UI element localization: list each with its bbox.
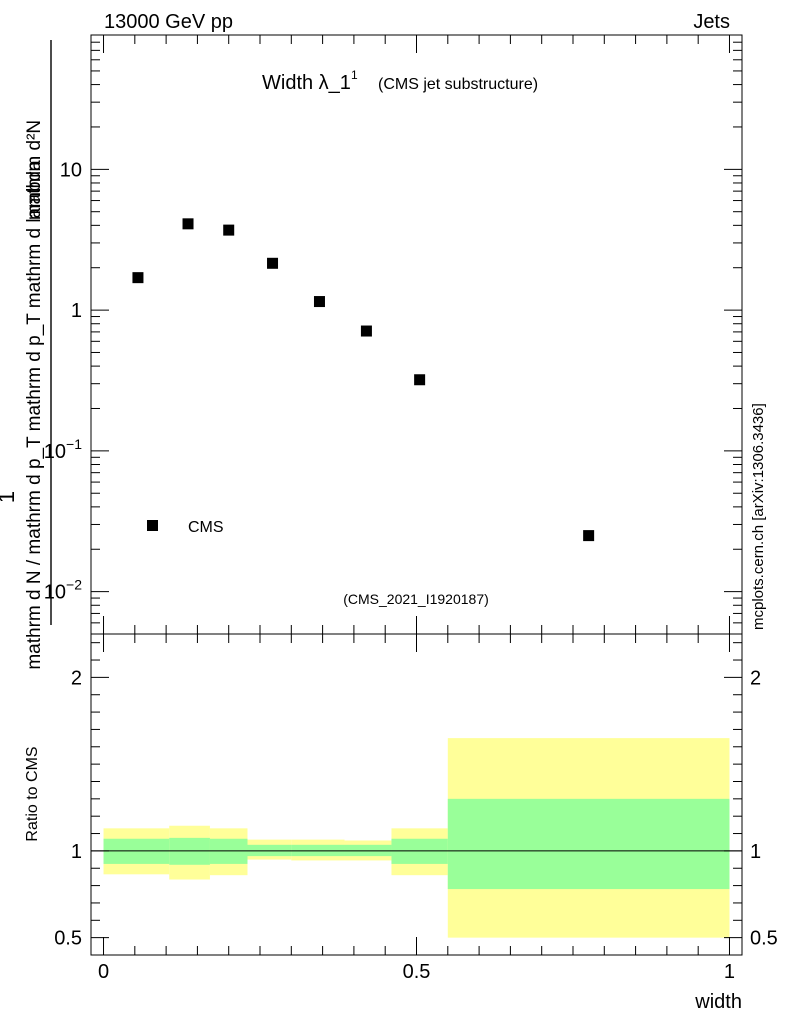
y-tick-label: 10−1 <box>44 436 82 463</box>
data-point <box>132 272 144 284</box>
stat-uncertainty-band <box>447 798 730 890</box>
x-tick-label: 0.5 <box>403 961 431 983</box>
ratio-uncertainty-bands <box>103 738 730 938</box>
y-tick-label: 10 <box>60 159 82 181</box>
y-label-one: 1 <box>0 491 19 503</box>
header-process: Jets <box>693 11 730 33</box>
chart-title: Width λ_11 <box>262 68 358 94</box>
analysis-watermark: (CMS_2021_I1920187) <box>343 591 489 607</box>
ratio-y-tick-label: 2 <box>71 667 82 689</box>
ratio-plot-panel: 2 2 1 1 0.5 0.5 0 0.5 1 Ratio to CMS width <box>24 633 778 1013</box>
side-note: mcplots.cern.ch [arXiv:1306.3436] <box>750 403 767 630</box>
legend-marker <box>147 520 158 531</box>
legend-label: CMS <box>188 519 224 536</box>
data-point <box>223 224 235 236</box>
x-tick-label: 0 <box>98 961 109 983</box>
data-point <box>267 257 279 269</box>
y-tick-label: 1 <box>71 300 82 322</box>
ratio-y-tick-label-right: 2 <box>750 667 761 689</box>
ratio-y-tick-label-right: 1 <box>750 841 761 863</box>
main-plot-panel: 10 1 10−1 10−2 Width λ_11 (CMS jet substruc… <box>44 34 743 635</box>
data-point <box>414 374 426 386</box>
chart-subtitle: (CMS jet substructure) <box>378 76 538 93</box>
main-y-axis-label: mathrm d²N 1 mathrm d N / mathrm d p_T m… <box>0 40 52 670</box>
chart-title-superscript: 1 <box>351 68 358 82</box>
header-energy: 13000 GeV pp <box>104 11 233 33</box>
data-point <box>360 325 372 337</box>
main-plot-frame <box>90 34 743 635</box>
ratio-y-tick-label-right: 0.5 <box>750 928 778 950</box>
ratio-y-tick-label: 1 <box>71 841 82 863</box>
ratio-y-label: Ratio to CMS <box>24 746 41 841</box>
x-tick-label: 1 <box>724 961 735 983</box>
y-label-numerator: mathrm d²N <box>24 120 45 220</box>
y-tick-label: 10−2 <box>44 577 82 604</box>
x-axis-label: width <box>694 991 742 1013</box>
data-point <box>583 530 595 542</box>
data-point <box>313 296 325 308</box>
data-points <box>132 218 595 542</box>
ratio-ticks: 2 2 1 1 0.5 0.5 0 0.5 1 <box>54 634 778 983</box>
y-label-denominator: mathrm d N / mathrm d p_T mathrm d p_T m… <box>24 160 45 670</box>
main-y-ticks: 10 1 10−1 10−2 <box>44 34 742 635</box>
ratio-y-tick-label: 0.5 <box>54 928 82 950</box>
data-point <box>182 218 194 230</box>
